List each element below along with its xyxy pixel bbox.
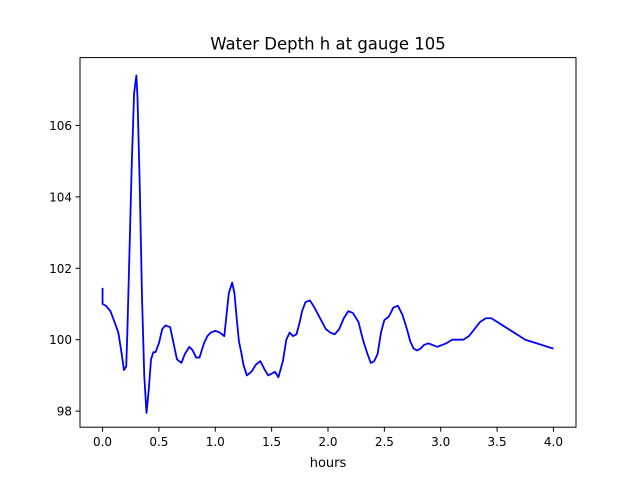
chart-title: Water Depth h at gauge 105 [210, 35, 445, 54]
y-axis-ticks: 98 100 102 104 106 [49, 119, 80, 419]
x-axis-label: hours [310, 456, 347, 471]
y-tick-label: 102 [49, 262, 72, 276]
series-line-0 [101, 74, 554, 414]
y-tick-label: 100 [49, 333, 72, 347]
y-tick-label: 104 [49, 190, 72, 204]
x-axis-ticks: 0.0 0.5 1.0 1.5 2.0 2.5 3.0 3.5 4.0 [93, 427, 563, 449]
x-tick-label: 3.5 [488, 435, 507, 449]
x-tick-label: 1.0 [206, 435, 225, 449]
x-tick-label: 2.0 [318, 435, 337, 449]
x-tick-label: 3.0 [431, 435, 450, 449]
plot-area [101, 74, 554, 414]
x-tick-label: 0.5 [149, 435, 168, 449]
x-tick-label: 2.5 [375, 435, 394, 449]
x-tick-label: 4.0 [544, 435, 563, 449]
x-tick-label: 0.0 [93, 435, 112, 449]
x-tick-label: 1.5 [262, 435, 281, 449]
y-tick-label: 98 [57, 405, 72, 419]
y-tick-label: 106 [49, 119, 72, 133]
